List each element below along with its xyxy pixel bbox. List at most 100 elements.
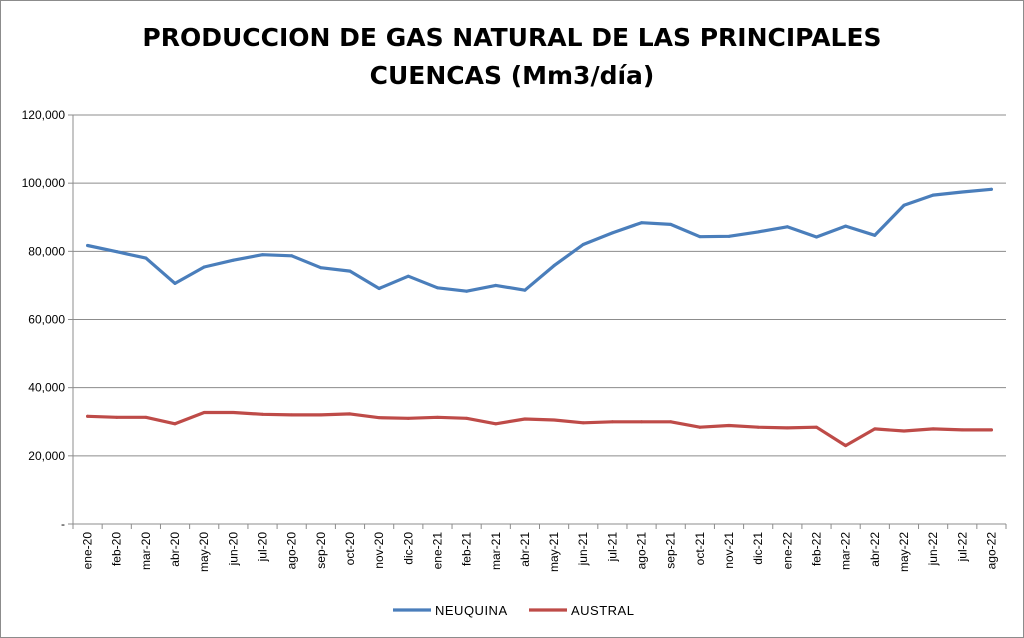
x-tick-label: ene-22 bbox=[780, 532, 794, 570]
y-tick-label: 80,000 bbox=[28, 244, 65, 258]
data-point bbox=[523, 288, 527, 292]
x-tick-label: oct-20 bbox=[343, 532, 357, 566]
data-point bbox=[902, 203, 906, 207]
data-point bbox=[727, 423, 731, 427]
x-tick-label: jun-22 bbox=[926, 532, 940, 567]
data-point bbox=[261, 412, 265, 416]
data-point bbox=[960, 428, 964, 432]
data-point bbox=[610, 231, 614, 235]
data-point bbox=[552, 418, 556, 422]
data-point bbox=[173, 281, 177, 285]
data-point bbox=[494, 283, 498, 287]
data-point bbox=[727, 234, 731, 238]
y-tick-label: 120,000 bbox=[22, 108, 66, 122]
data-point bbox=[989, 187, 993, 191]
data-point bbox=[581, 243, 585, 247]
y-tick-label: 20,000 bbox=[28, 449, 65, 463]
x-tick-label: abr-20 bbox=[168, 532, 182, 567]
gridlines bbox=[68, 114, 1006, 525]
x-tick-label: sep-21 bbox=[664, 532, 678, 569]
data-point bbox=[873, 427, 877, 431]
data-point bbox=[319, 266, 323, 270]
data-point bbox=[115, 415, 119, 419]
data-point bbox=[931, 193, 935, 197]
x-tick-label: jul-21 bbox=[605, 532, 619, 563]
data-point bbox=[173, 422, 177, 426]
data-point bbox=[814, 425, 818, 429]
x-tick-label: abr-21 bbox=[518, 532, 532, 567]
x-tick-label: feb-21 bbox=[460, 532, 474, 566]
data-point bbox=[86, 244, 90, 248]
data-point bbox=[406, 274, 410, 278]
data-point bbox=[319, 413, 323, 417]
y-tick-label: 60,000 bbox=[28, 313, 65, 327]
x-tick-label: jul-22 bbox=[955, 532, 969, 563]
data-point bbox=[989, 428, 993, 432]
data-point bbox=[756, 425, 760, 429]
data-point bbox=[465, 289, 469, 293]
chart-title: PRODUCCION DE GAS NATURAL DE LAS PRINCIP… bbox=[1, 19, 1023, 95]
x-tick-label: mar-22 bbox=[839, 532, 853, 570]
data-point bbox=[640, 420, 644, 424]
x-tick-label: sep-20 bbox=[314, 532, 328, 569]
x-tick-label: ago-21 bbox=[635, 532, 649, 570]
data-point bbox=[261, 253, 265, 257]
data-point bbox=[202, 265, 206, 269]
x-tick-label: abr-22 bbox=[868, 532, 882, 567]
data-point bbox=[610, 420, 614, 424]
series-line-neuquina bbox=[85, 187, 994, 293]
data-point bbox=[377, 416, 381, 420]
data-point bbox=[348, 269, 352, 273]
data-point bbox=[756, 230, 760, 234]
data-point bbox=[494, 422, 498, 426]
data-point bbox=[669, 420, 673, 424]
data-point bbox=[785, 426, 789, 430]
x-tick-label: jun-20 bbox=[226, 532, 240, 567]
y-tick-label: - bbox=[61, 517, 65, 531]
x-tick-label: may-21 bbox=[547, 532, 561, 572]
data-point bbox=[698, 425, 702, 429]
data-point bbox=[465, 416, 469, 420]
data-point bbox=[144, 415, 148, 419]
data-point bbox=[231, 411, 235, 415]
data-point bbox=[785, 225, 789, 229]
x-tick-label: ago-22 bbox=[984, 532, 998, 570]
chart-title-line-2: CUENCAS (Mm3/día) bbox=[369, 61, 655, 90]
data-point bbox=[406, 416, 410, 420]
chart-title-line-1: PRODUCCION DE GAS NATURAL DE LAS PRINCIP… bbox=[142, 23, 882, 52]
data-point bbox=[960, 190, 964, 194]
data-point bbox=[523, 417, 527, 421]
data-point bbox=[581, 421, 585, 425]
x-tick-label: may-20 bbox=[197, 532, 211, 572]
x-tick-label: dic-20 bbox=[401, 532, 415, 565]
data-point bbox=[290, 254, 294, 258]
tick-labels: - 20,000 40,000 60,000 80,000 100,000 120,000 e… bbox=[22, 108, 999, 572]
y-tick-label: 40,000 bbox=[28, 381, 65, 395]
x-tick-label: ene-20 bbox=[81, 532, 95, 570]
data-point bbox=[814, 235, 818, 239]
data-point bbox=[698, 235, 702, 239]
x-tick-label: feb-22 bbox=[809, 532, 823, 566]
x-tick-label: mar-21 bbox=[489, 532, 503, 570]
data-point bbox=[348, 412, 352, 416]
axes bbox=[72, 115, 1007, 529]
x-tick-label: ago-20 bbox=[285, 532, 299, 570]
data-point bbox=[377, 286, 381, 290]
data-point bbox=[640, 221, 644, 225]
series-lines bbox=[85, 187, 994, 448]
data-point bbox=[552, 264, 556, 268]
series-line-austral bbox=[85, 410, 994, 448]
data-point bbox=[115, 250, 119, 254]
data-point bbox=[435, 286, 439, 290]
data-point bbox=[144, 256, 148, 260]
legend-label-austral: AUSTRAL bbox=[571, 603, 634, 618]
x-tick-label: nov-20 bbox=[372, 532, 386, 569]
x-tick-label: nov-21 bbox=[722, 532, 736, 569]
y-tick-label: 100,000 bbox=[22, 176, 66, 190]
data-point bbox=[202, 411, 206, 415]
x-tick-label: jun-21 bbox=[576, 532, 590, 567]
data-point bbox=[435, 415, 439, 419]
data-point bbox=[931, 427, 935, 431]
